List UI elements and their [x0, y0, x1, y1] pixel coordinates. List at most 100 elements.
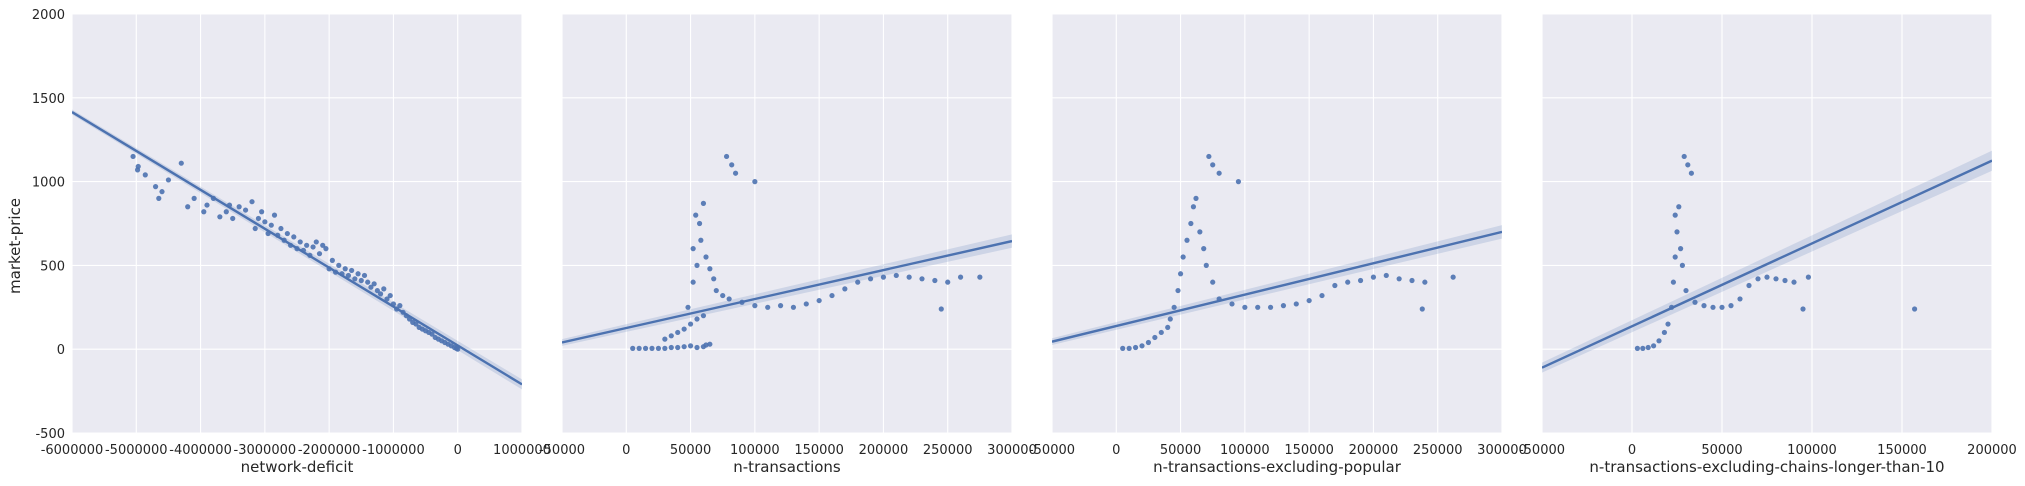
plot-background [72, 14, 522, 433]
y-tick-label: 500 [40, 259, 65, 274]
data-point [1419, 306, 1425, 312]
x-tick-label: 200000 [1967, 443, 2017, 458]
data-point [1805, 274, 1811, 280]
data-point [1216, 296, 1222, 302]
data-point [1634, 345, 1640, 351]
data-point [1755, 276, 1761, 282]
data-point [429, 331, 435, 337]
data-point [1728, 303, 1734, 309]
data-point [938, 306, 944, 312]
data-point [406, 316, 413, 322]
x-tick-label: -1000000 [362, 443, 425, 458]
data-point [1683, 287, 1689, 294]
data-point [291, 234, 297, 240]
data-point [1306, 297, 1312, 304]
data-point [1180, 254, 1186, 260]
data-point [1670, 279, 1676, 285]
data-point [275, 232, 281, 238]
data-point [287, 242, 294, 248]
data-point [703, 254, 709, 260]
data-point [694, 316, 700, 322]
data-point [1158, 329, 1164, 336]
data-point [726, 296, 732, 302]
data-point [1210, 279, 1216, 285]
plot-area [72, 109, 522, 390]
data-point [374, 287, 380, 294]
data-point [1737, 296, 1743, 302]
data-point [723, 153, 730, 160]
data-point [1229, 301, 1235, 307]
x-tick-label: 50000 [1701, 443, 1742, 458]
data-point [455, 346, 461, 352]
data-point [130, 153, 136, 160]
data-point [384, 296, 390, 302]
data-point [358, 277, 364, 284]
data-point [230, 215, 236, 222]
data-point [1791, 279, 1797, 285]
y-axis-label-group: market-price [6, 198, 24, 294]
data-point [1188, 220, 1194, 227]
data-point [1242, 304, 1248, 310]
data-point [957, 274, 964, 280]
data-point [1206, 153, 1212, 160]
x-tick-label: 100000 [1787, 443, 1837, 458]
data-point [152, 184, 159, 190]
data-point [165, 177, 172, 183]
data-point [390, 301, 397, 307]
data-point [1651, 343, 1657, 349]
x-tick-label: 0 [1112, 443, 1120, 458]
x-axis-label: n-transactions-excluding-chains-longer-t… [1589, 458, 1944, 476]
data-point [1177, 271, 1184, 277]
data-point [662, 336, 668, 342]
x-tick-label: 50000 [670, 443, 711, 458]
x-axis-label: n-transactions [733, 458, 841, 476]
data-point [135, 163, 141, 170]
data-point [323, 246, 329, 252]
data-point [707, 266, 713, 272]
data-point [1692, 299, 1698, 305]
x-tick-label: -50000 [539, 443, 585, 458]
data-point [223, 209, 229, 215]
data-point [690, 246, 696, 252]
data-point [803, 301, 809, 307]
data-point [307, 252, 313, 258]
x-tick-label: 150000 [1877, 443, 1927, 458]
data-point [687, 343, 694, 349]
data-point [1669, 304, 1675, 310]
data-point [1678, 246, 1684, 252]
data-point [932, 277, 938, 284]
x-tick-label: 0 [454, 443, 462, 458]
data-point [361, 272, 368, 279]
data-point [1175, 287, 1181, 294]
data-point [649, 345, 655, 351]
data-point [400, 309, 406, 315]
data-point [236, 204, 242, 210]
data-point [1773, 276, 1779, 282]
data-point [720, 292, 726, 299]
data-point [694, 262, 700, 268]
x-tick-label: 100000 [1220, 443, 1270, 458]
data-point [711, 276, 717, 282]
x-tick-label: 50000 [1160, 443, 1201, 458]
data-point [1719, 304, 1725, 310]
x-tick-label: -2000000 [298, 443, 361, 458]
data-point [1383, 272, 1389, 279]
data-point [300, 247, 307, 253]
data-point [352, 276, 358, 282]
plot-area [562, 153, 1012, 351]
data-point [142, 172, 148, 178]
data-point [355, 271, 361, 277]
x-tick-label: 150000 [794, 443, 844, 458]
data-point [1679, 262, 1685, 268]
data-point [297, 239, 303, 245]
data-point [304, 242, 310, 248]
data-point [1132, 344, 1139, 351]
x-tick-label: 0 [1628, 443, 1636, 458]
data-point [313, 239, 319, 245]
regression-line [1052, 230, 1502, 343]
data-point [1280, 303, 1287, 309]
data-point [1332, 282, 1338, 289]
data-point [700, 200, 707, 206]
data-point [1422, 279, 1428, 285]
